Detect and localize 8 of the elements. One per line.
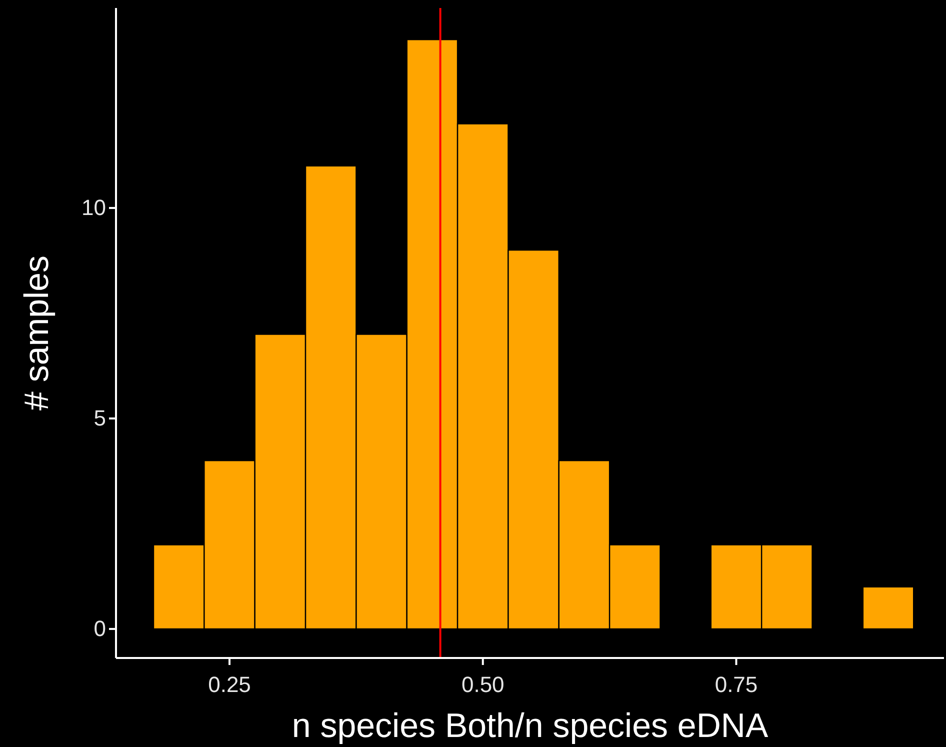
x-tick-label: 0.75 bbox=[714, 672, 758, 698]
x-axis-title: n species Both/n species eDNA bbox=[292, 707, 768, 745]
y-axis-title: # samples bbox=[18, 256, 56, 410]
x-tick-label: 0.25 bbox=[208, 672, 251, 698]
y-tick-label: 10 bbox=[82, 195, 106, 220]
x-tick-label: 0.50 bbox=[461, 672, 504, 698]
y-tick-label: 0 bbox=[94, 616, 106, 641]
y-tick-label: 5 bbox=[94, 406, 106, 430]
